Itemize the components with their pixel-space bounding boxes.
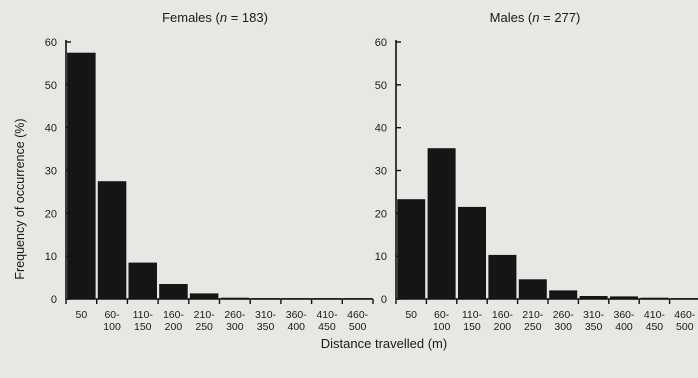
x-tick-label-line2: 450: [646, 321, 664, 333]
chart-title-prefix: Males (: [490, 10, 533, 25]
x-tick-label-line2: 300: [554, 321, 572, 333]
y-tick-label: 30: [45, 166, 57, 178]
chart-title-suffix: = 183): [227, 10, 268, 25]
x-tick-label: 410-: [316, 309, 338, 321]
x-tick-label-line2: 250: [524, 321, 542, 333]
y-tick-label: 40: [45, 123, 57, 135]
bar: [220, 297, 250, 299]
x-tick-label: 110-: [133, 309, 154, 321]
bar: [97, 181, 127, 299]
x-tick-label: 310-: [255, 309, 277, 321]
x-tick-label: 160-: [492, 309, 514, 321]
x-tick-label: 260-: [553, 309, 575, 321]
x-tick-label: 460-: [347, 309, 369, 321]
x-tick-label-line2: 400: [615, 321, 633, 333]
chart-title: Males (n = 277): [490, 10, 581, 25]
x-tick-label: 360-: [613, 309, 635, 321]
bar: [518, 279, 547, 299]
x-axis-label: Distance travelled (m): [321, 336, 447, 351]
x-tick-label: 110-: [462, 309, 483, 321]
x-tick-label: 60-: [104, 309, 120, 321]
y-tick-label: 10: [45, 251, 57, 263]
y-tick-label: 50: [45, 80, 57, 92]
x-tick-label-line2: 200: [165, 321, 183, 333]
bar: [458, 206, 486, 299]
bar: [343, 298, 372, 299]
x-tick-label: 260-: [224, 309, 246, 321]
x-tick-label: 210-: [194, 309, 216, 321]
x-tick-label-line2: 150: [463, 321, 481, 333]
bar: [610, 296, 638, 299]
y-tick-label: 50: [375, 80, 387, 92]
chart-panel-1: Females (n = 183) 0 10 20 30 40 50 60 50 60-100 11…: [45, 10, 374, 333]
bar: [397, 199, 426, 299]
chart-title-n: n: [220, 10, 227, 25]
x-tick-label: 410-: [644, 309, 666, 321]
y-tick-label: 30: [375, 166, 387, 178]
bar: [488, 254, 517, 299]
bar: [670, 298, 698, 299]
y-axis-label: Frequency of occurrence (%): [13, 118, 27, 279]
x-tick-label: 60-: [434, 309, 450, 321]
chart-title: Females (n = 183): [162, 10, 268, 25]
y-tick-label: 60: [45, 37, 57, 49]
x-tick-label-line2: 500: [349, 321, 367, 333]
x-tick-label: 460-: [674, 309, 696, 321]
x-tick-label: 310-: [583, 309, 605, 321]
x-tick-label-line2: 500: [676, 321, 694, 333]
x-tick-label-line2: 450: [318, 321, 336, 333]
chart-title-prefix: Females (: [162, 10, 220, 25]
x-tick-label-line2: 350: [257, 321, 275, 333]
bar: [128, 262, 157, 299]
x-tick-label: 360-: [286, 309, 308, 321]
x-tick-label-line2: 300: [226, 321, 244, 333]
x-tick-label-line2: 100: [433, 321, 451, 333]
bar: [251, 298, 280, 299]
y-tick-label: 0: [381, 294, 387, 306]
bar: [282, 298, 311, 299]
x-tick-label: 50: [76, 309, 88, 321]
y-tick-label: 20: [45, 208, 57, 220]
bar: [640, 297, 669, 299]
x-tick-label: 50: [405, 309, 417, 321]
x-tick-label: 160-: [163, 309, 185, 321]
chart-panel-2: Males (n = 277) 0 10 20 30 40 50 60 50 60-100 110-…: [375, 10, 698, 333]
x-tick-label-line2: 100: [103, 321, 121, 333]
bar: [159, 284, 188, 299]
x-tick-label-line2: 400: [287, 321, 305, 333]
y-tick-label: 0: [51, 294, 57, 306]
y-tick-label: 20: [375, 208, 387, 220]
bar: [579, 296, 608, 299]
x-tick-label: 210-: [522, 309, 544, 321]
chart-title-suffix: = 277): [540, 10, 581, 25]
y-tick-label: 60: [375, 37, 387, 49]
y-tick-label: 40: [375, 123, 387, 135]
bar: [549, 290, 578, 299]
bar: [427, 148, 456, 299]
bar: [189, 293, 219, 299]
chart-title-n: n: [532, 10, 539, 25]
bar: [312, 298, 342, 299]
x-tick-label-line2: 250: [195, 321, 213, 333]
x-tick-label-line2: 150: [134, 321, 152, 333]
bar: [67, 52, 96, 300]
x-tick-label-line2: 200: [494, 321, 512, 333]
x-tick-label-line2: 350: [585, 321, 603, 333]
y-tick-label: 10: [375, 251, 387, 263]
